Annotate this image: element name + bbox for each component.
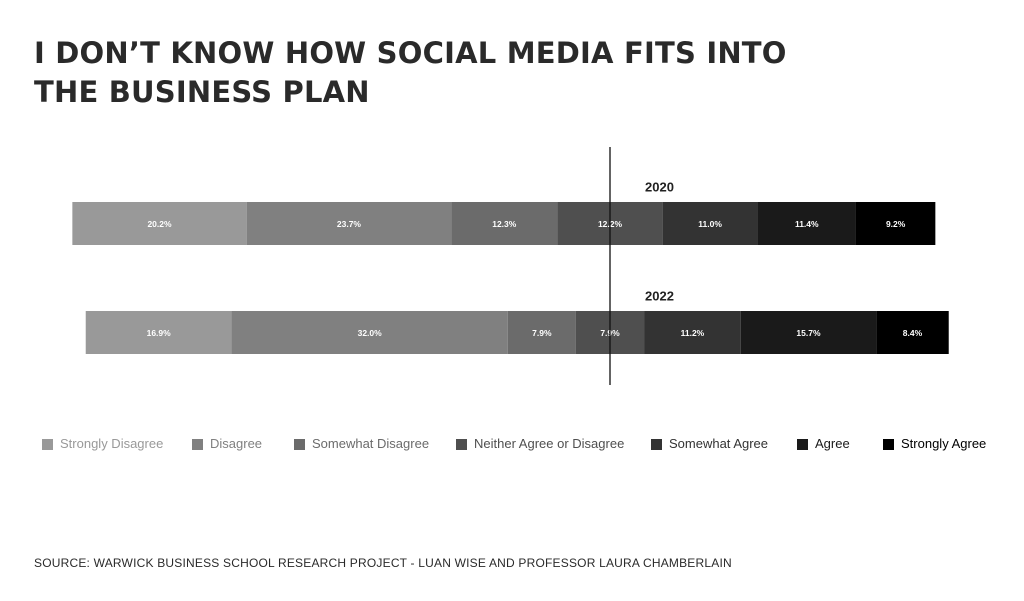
data-label-2022-somewhat-disagree: 7.9% <box>532 328 552 338</box>
legend-label: Strongly Disagree <box>60 436 164 451</box>
chart-title: I DON’T KNOW HOW SOCIAL MEDIA FITS INTO … <box>34 34 787 112</box>
legend-swatch <box>883 438 894 450</box>
legend-label: Disagree <box>210 436 263 451</box>
year-label-2020: 2020 <box>645 179 674 194</box>
legend-item-somewhat-agree: Somewhat Agree <box>651 436 768 452</box>
data-label-2020-strongly-agree: 9.2% <box>886 219 906 229</box>
legend-label: Somewhat Disagree <box>312 436 430 451</box>
bar-segment-2022-agree <box>740 311 877 354</box>
legend-item-strongly-agree: Strongly Agree <box>883 436 986 452</box>
year-label-2022: 2022 <box>645 288 674 303</box>
bar-segment-2020-somewhat-disagree <box>451 202 558 245</box>
bar-segment-2020-somewhat-agree <box>662 202 758 245</box>
bar-segment-2022-disagree <box>231 311 508 354</box>
data-label-2020-disagree: 23.7% <box>337 219 362 229</box>
data-label-2022-strongly-agree: 8.4% <box>903 328 923 338</box>
bar-segment-2020-strongly-disagree <box>72 202 247 245</box>
data-label-2020-strongly-disagree: 20.2% <box>147 219 172 229</box>
legend-swatch <box>192 438 203 450</box>
data-label-2022-agree: 15.7% <box>796 328 821 338</box>
data-label-2020-somewhat-disagree: 12.3% <box>492 219 517 229</box>
data-label-2020-agree: 11.4% <box>795 219 819 229</box>
bar-segment-2020-agree <box>757 202 856 245</box>
legend-label: Strongly Agree <box>901 436 987 451</box>
bar-segment-2022-somewhat-agree <box>644 311 741 354</box>
data-label-2022-strongly-disagree: 16.9% <box>147 328 172 338</box>
data-label-2022-disagree: 32.0% <box>358 328 383 338</box>
legend-item-somewhat-disagree: Somewhat Disagree <box>294 436 429 452</box>
bar-segment-2022-somewhat-disagree <box>507 311 576 354</box>
bar-segment-2020-strongly-agree <box>855 202 936 245</box>
data-label-2022-somewhat-agree: 11.2% <box>681 328 705 338</box>
legend-swatch <box>294 438 305 450</box>
data-label-2020-somewhat-agree: 11.0% <box>698 219 722 229</box>
legend-label: Neither Agree or Disagree <box>474 436 625 451</box>
legend-item-disagree: Disagree <box>192 436 262 452</box>
legend-swatch <box>797 438 808 450</box>
legend-item-agree: Agree <box>797 436 850 452</box>
chart-title-line-1: I DON’T KNOW HOW SOCIAL MEDIA FITS INTO <box>34 36 787 70</box>
bar-segment-2022-strongly-disagree <box>85 311 232 354</box>
legend-label: Agree <box>815 436 850 451</box>
legend-item-neither-agree-or-disagree: Neither Agree or Disagree <box>456 436 624 452</box>
legend-item-strongly-disagree: Strongly Disagree <box>42 436 163 452</box>
bar-segment-2020-disagree <box>246 202 452 245</box>
legend-swatch <box>651 438 662 450</box>
legend-label: Somewhat Agree <box>669 436 769 451</box>
source-note: SOURCE: WARWICK BUSINESS SCHOOL RESEARCH… <box>34 556 732 570</box>
chart-title-line-2: THE BUSINESS PLAN <box>34 75 370 109</box>
bar-segment-2022-strongly-agree <box>876 311 949 354</box>
legend-swatch <box>456 438 467 450</box>
legend-swatch <box>42 438 53 450</box>
